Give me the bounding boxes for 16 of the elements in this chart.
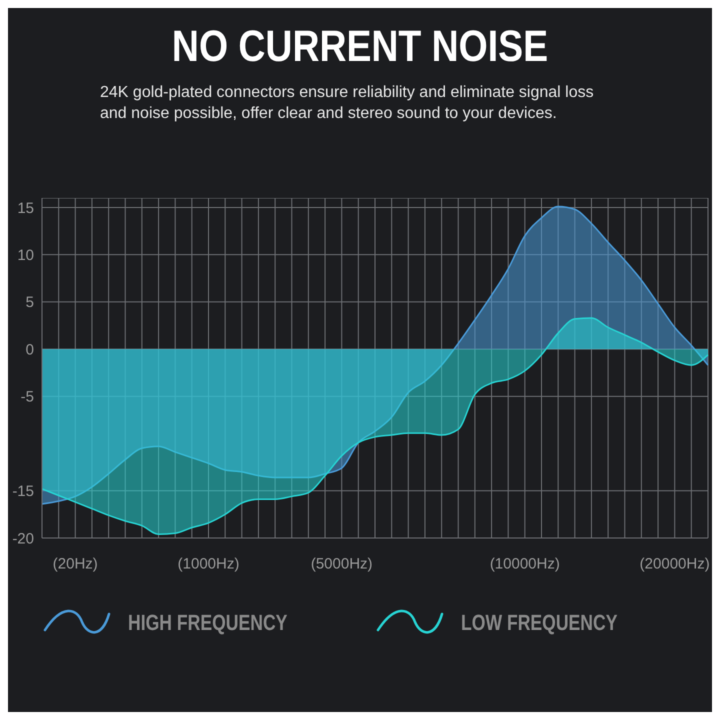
y-tick-label: -20 <box>12 530 34 548</box>
legend-label: HIGH FREQUENCY <box>128 610 288 636</box>
x-tick-label: (10000Hz) <box>490 556 560 573</box>
y-tick-label: -5 <box>20 388 34 406</box>
y-tick-label: 5 <box>26 294 34 312</box>
x-tick-label: (20000Hz) <box>640 556 710 573</box>
y-tick-label: -15 <box>12 483 34 500</box>
x-tick-label: (20Hz) <box>52 556 98 573</box>
x-tick-label: (5000Hz) <box>310 556 373 573</box>
legend-label: LOW FREQUENCY <box>461 610 618 636</box>
chart-title: NO CURRENT NOISE <box>170 21 550 72</box>
y-tick-label: 0 <box>26 341 34 358</box>
chart-subtitle: 24K gold-plated connectors ensure reliability and eliminate signal loss and noise possible, offer clear and stereo sound to your devices. <box>100 83 595 124</box>
x-tick-label: (1000Hz) <box>178 556 240 573</box>
y-tick-label: 15 <box>17 200 34 217</box>
y-tick-label: 10 <box>17 246 34 264</box>
